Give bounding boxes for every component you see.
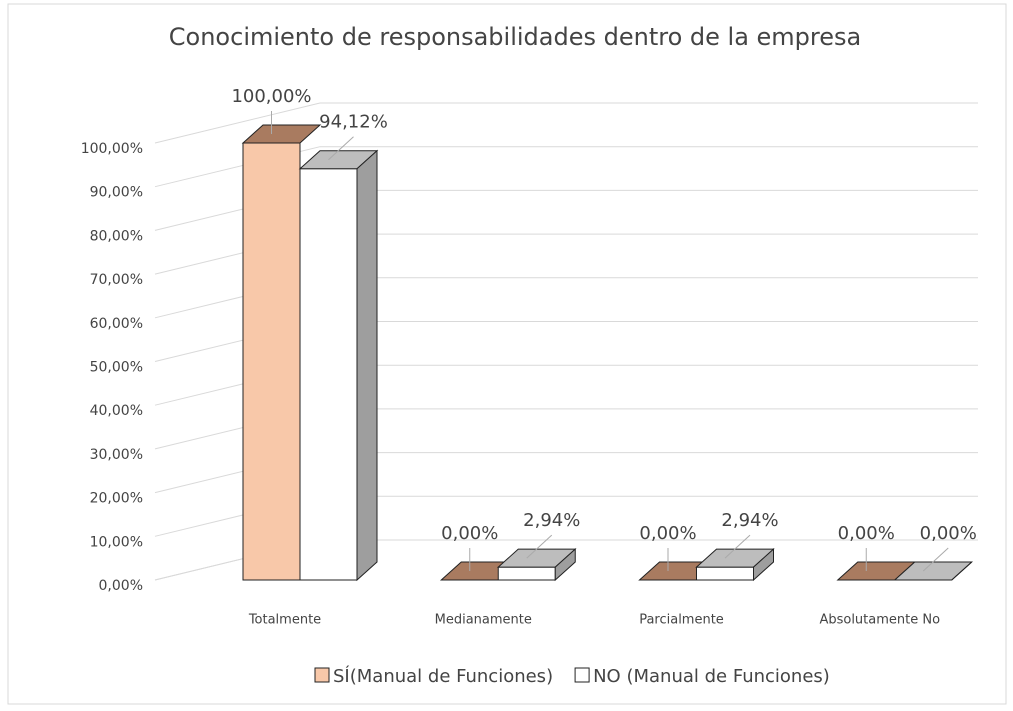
y-tick-label: 40,00% [90, 403, 143, 419]
bar-top [241, 124, 322, 144]
y-tick-label: 0,00% [99, 578, 143, 594]
value-label: 0,00% [639, 523, 696, 544]
bar-front [242, 142, 301, 581]
frame [7, 3, 1007, 705]
y-tick-label: 60,00% [90, 316, 143, 332]
bar [241, 124, 322, 581]
y-tick-label: 20,00% [90, 491, 143, 507]
y-tick-label: 70,00% [90, 272, 143, 288]
bar-side [951, 561, 973, 581]
bar-side [554, 548, 576, 582]
x-tick-label: Medianamente [435, 613, 532, 628]
leader-line [922, 547, 949, 572]
bar-side [753, 548, 774, 582]
bar-side [356, 149, 378, 582]
x-tick-label: Parcialmente [639, 613, 724, 628]
legend-swatch [574, 667, 590, 683]
value-label: 0,00% [838, 523, 895, 544]
y-tick-label: 50,00% [90, 360, 143, 376]
bar [893, 561, 974, 581]
bar-front [299, 168, 358, 581]
y-tick-label: 80,00% [90, 228, 143, 244]
bar-front [497, 566, 556, 581]
y-tick-label: 90,00% [90, 185, 143, 201]
value-label: 2,94% [523, 510, 580, 531]
y-tick-label: 30,00% [90, 447, 143, 463]
value-label: 0,00% [920, 523, 977, 544]
bar-front [696, 566, 754, 581]
bar [298, 149, 379, 582]
leader-line [526, 534, 553, 559]
legend-label: NO (Manual de Funciones) [593, 666, 830, 687]
legend-swatch [314, 667, 330, 683]
y-tick-label: 100,00% [81, 141, 143, 157]
y-tick-label: 10,00% [90, 534, 143, 550]
x-tick-label: Absolutamente No [819, 613, 940, 628]
value-label: 2,94% [721, 510, 778, 531]
legend-label: SÍ(Manual de Funciones) [333, 665, 553, 687]
bar [695, 548, 775, 582]
x-tick-label: Totalmente [248, 613, 321, 628]
value-label: 0,00% [441, 523, 498, 544]
value-label: 94,12% [319, 112, 388, 133]
bar [496, 548, 577, 582]
side-grid-line [154, 102, 321, 144]
chart-title: Conocimiento de responsabilidades dentro… [169, 23, 861, 51]
value-label: 100,00% [231, 86, 311, 107]
leader-line [724, 534, 751, 559]
leader-line [328, 136, 354, 161]
